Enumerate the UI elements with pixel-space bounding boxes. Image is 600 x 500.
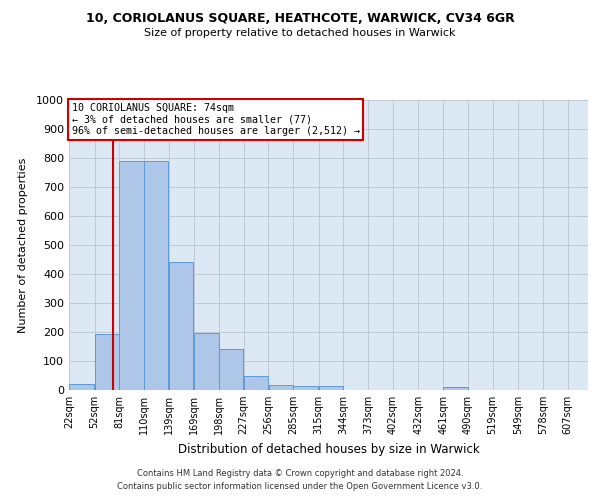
Y-axis label: Number of detached properties: Number of detached properties [18,158,28,332]
Bar [244,376,268,390]
Text: 10, CORIOLANUS SQUARE, HEATHCOTE, WARWICK, CV34 6GR: 10, CORIOLANUS SQUARE, HEATHCOTE, WARWIC… [86,12,514,26]
Bar [319,386,343,390]
Bar [269,385,293,390]
Bar [69,384,94,390]
Bar [119,161,144,390]
Text: Size of property relative to detached houses in Warwick: Size of property relative to detached ho… [144,28,456,38]
Bar [443,387,467,390]
Bar [95,334,119,390]
Bar [219,350,244,390]
Bar [194,334,219,390]
Text: Contains HM Land Registry data © Crown copyright and database right 2024.: Contains HM Land Registry data © Crown c… [137,468,463,477]
Bar [169,262,193,390]
Text: Contains public sector information licensed under the Open Government Licence v3: Contains public sector information licen… [118,482,482,491]
Bar [144,161,169,390]
Bar [293,386,317,390]
Text: 10 CORIOLANUS SQUARE: 74sqm
← 3% of detached houses are smaller (77)
96% of semi: 10 CORIOLANUS SQUARE: 74sqm ← 3% of deta… [71,103,359,136]
X-axis label: Distribution of detached houses by size in Warwick: Distribution of detached houses by size … [178,442,479,456]
